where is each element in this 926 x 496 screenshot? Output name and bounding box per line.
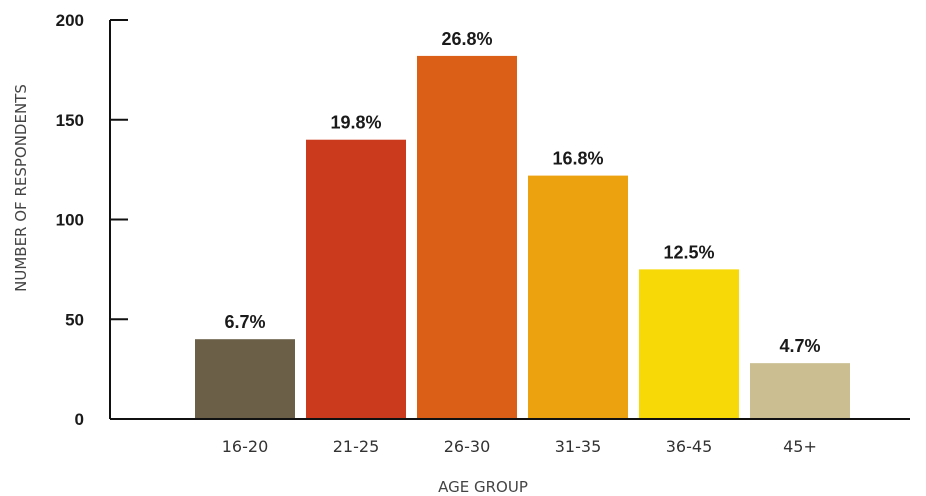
bar-45+ <box>750 363 850 419</box>
data-label: 4.7% <box>779 336 820 356</box>
data-label: 6.7% <box>224 312 265 332</box>
bars <box>195 55 850 419</box>
data-label: 19.8% <box>330 113 381 133</box>
bar-36-45 <box>639 269 739 419</box>
bar-21-25 <box>306 139 406 419</box>
y-tick-label: 100 <box>56 211 84 230</box>
x-tick-label: 31-35 <box>555 437 602 456</box>
bar-26-30 <box>417 55 517 419</box>
x-tick-label: 21-25 <box>333 437 380 456</box>
y-tick-label: 200 <box>56 11 84 30</box>
data-label: 26.8% <box>441 29 492 49</box>
y-tick-label: 150 <box>56 111 84 130</box>
data-labels: 6.7% 19.8% 26.8% 16.8% 12.5% 4.7% <box>224 29 820 356</box>
x-tick-label: 36-45 <box>666 437 713 456</box>
x-tick-label: 16-20 <box>222 437 269 456</box>
data-label: 12.5% <box>663 242 714 262</box>
data-label: 16.8% <box>552 149 603 169</box>
x-axis-title: AGE GROUP <box>438 478 528 496</box>
x-tick-label: 26-30 <box>444 437 491 456</box>
x-tick-label: 45+ <box>783 437 817 456</box>
x-axis: 16-20 21-25 26-30 31-35 36-45 45+ <box>110 418 910 456</box>
y-tick-label: 0 <box>75 410 84 429</box>
bar-16-20 <box>195 339 295 419</box>
y-tick-label: 50 <box>65 310 84 329</box>
y-axis-title: NUMBER OF RESPONDENTS <box>12 84 30 292</box>
bar-31-35 <box>528 175 628 419</box>
y-axis: 0 50 100 150 200 <box>56 11 128 429</box>
